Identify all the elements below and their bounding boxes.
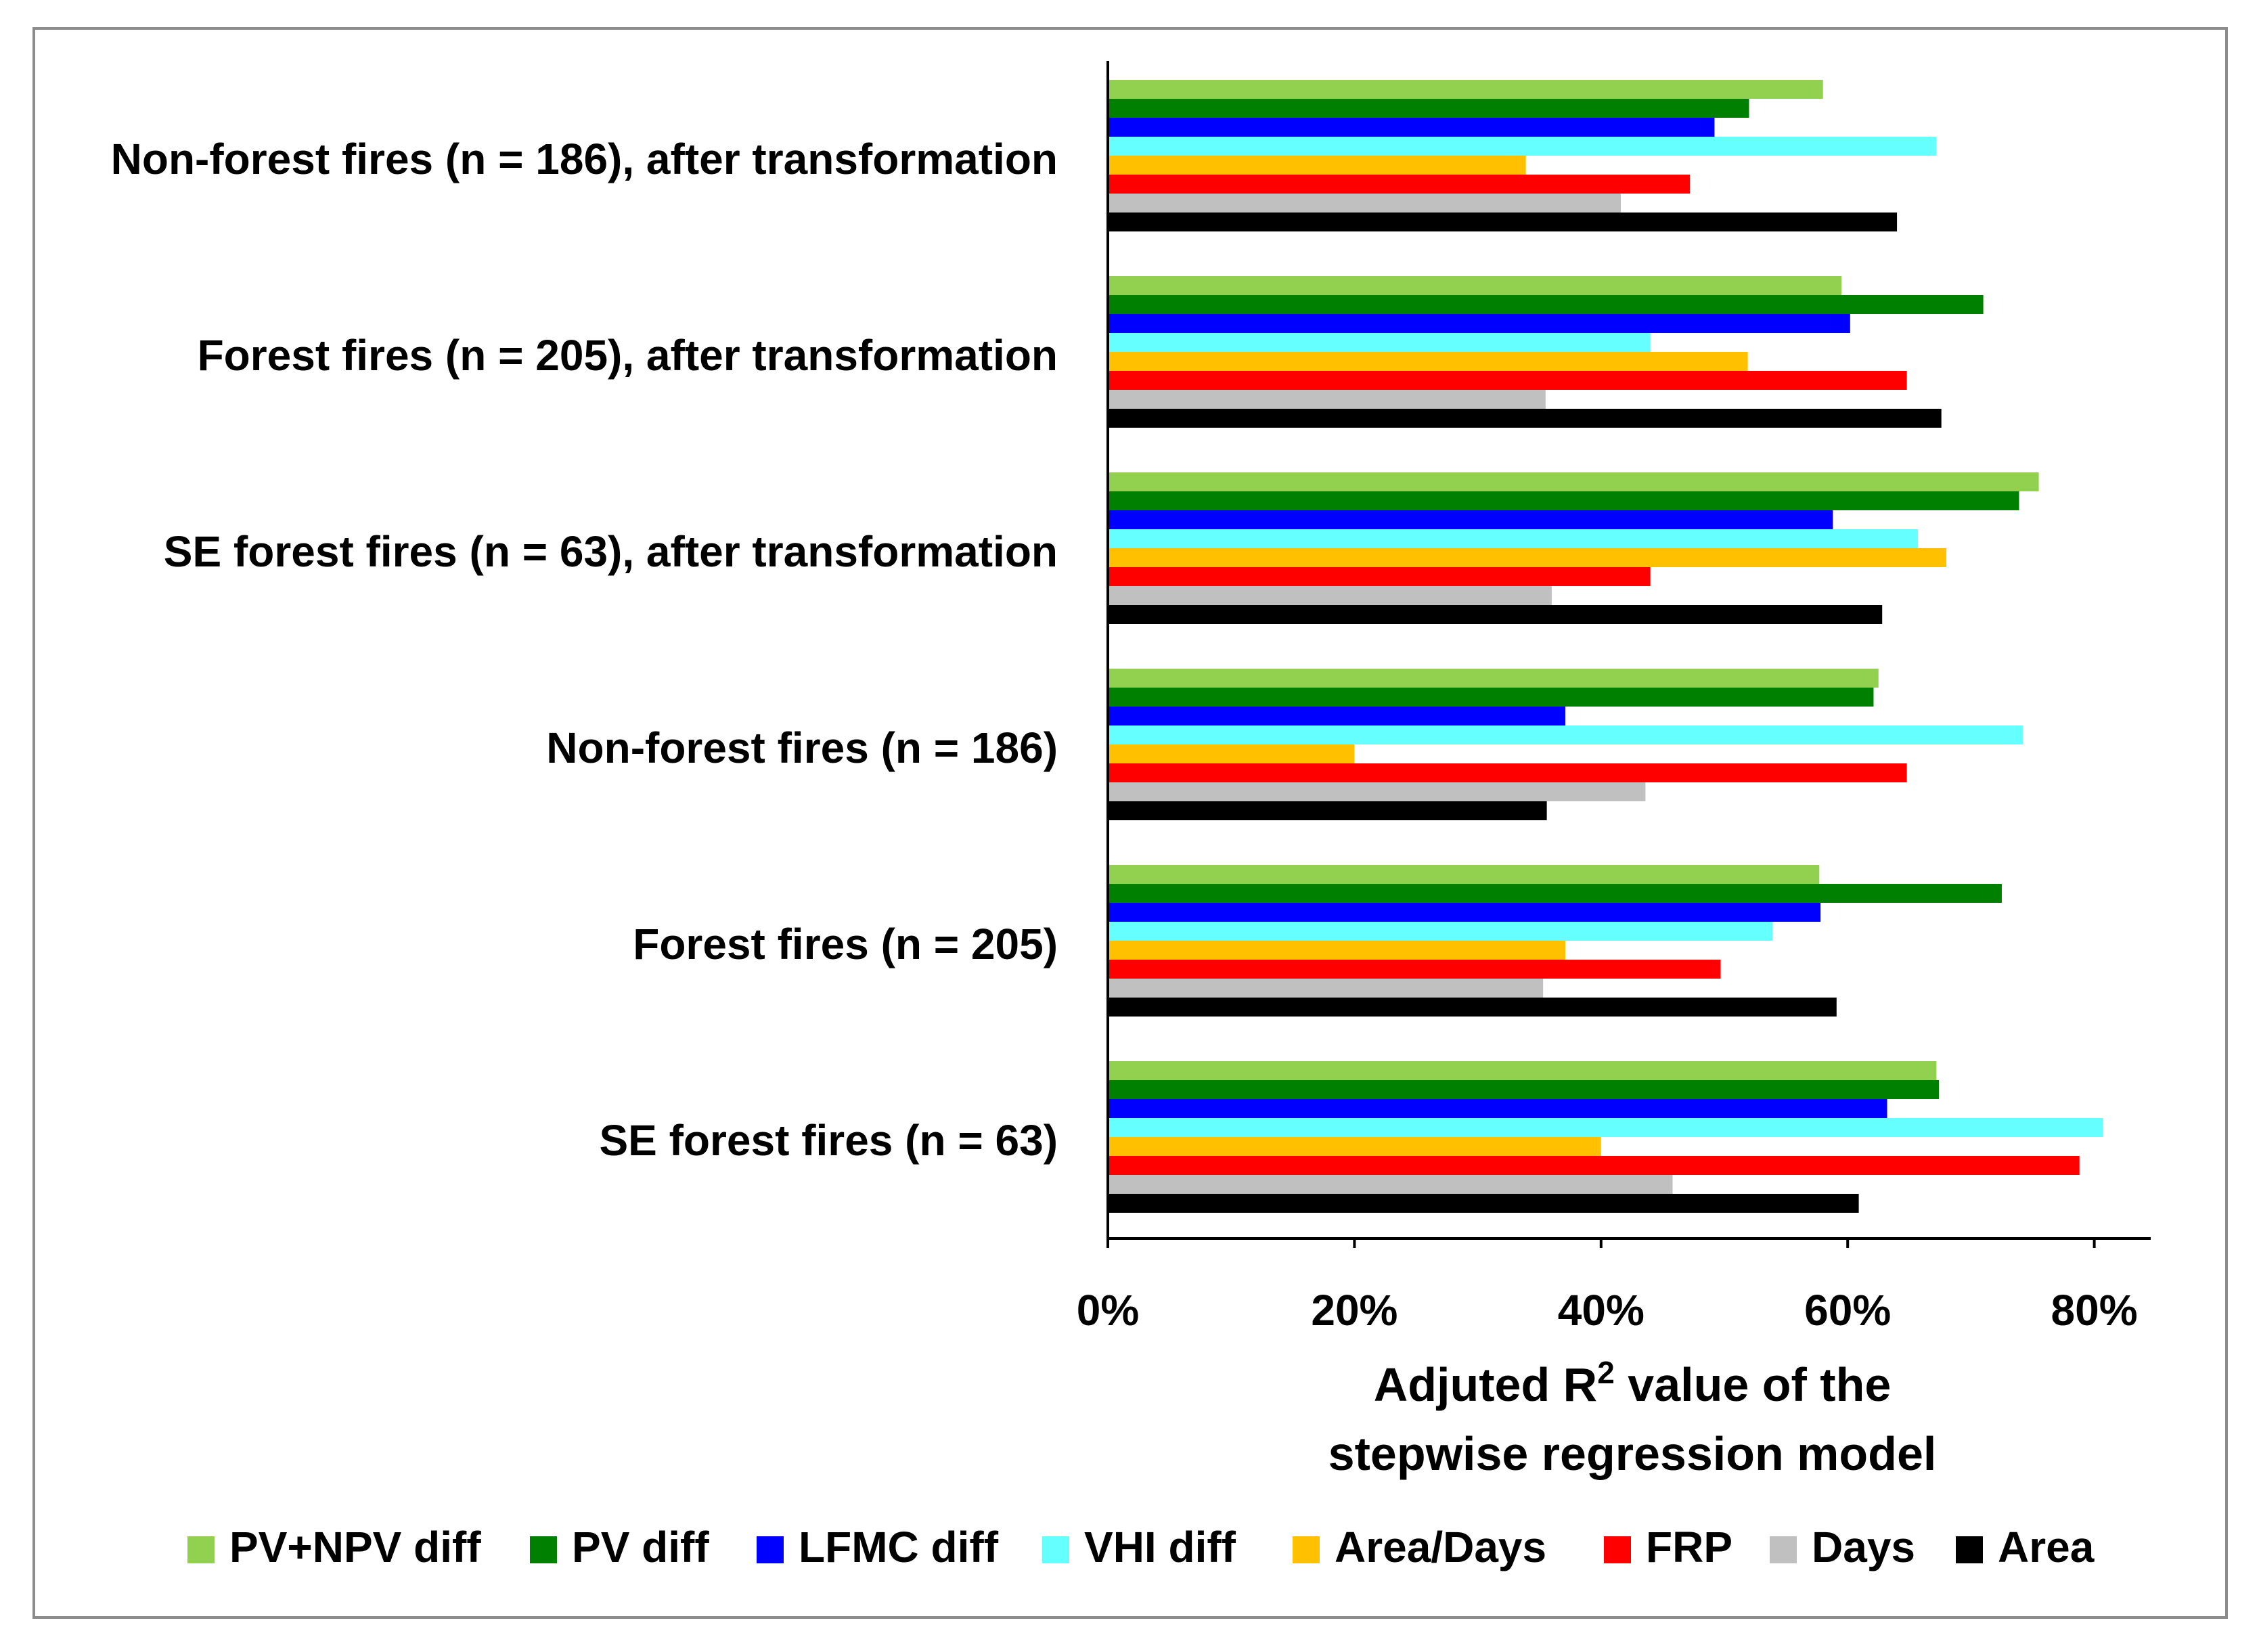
x-axis-title-line2: stepwise regression model (1328, 1427, 1937, 1480)
bar-area-days-5 (1108, 1137, 1601, 1156)
x-tick-label: 60% (1804, 1286, 1891, 1335)
bar-pv-diff-5 (1108, 1080, 1940, 1099)
category-label: Non-forest fires (n = 186), after transf… (111, 135, 1058, 183)
bar-pv-diff-2 (1108, 491, 2019, 510)
x-axis-title-line1: Adjuted R2 value of the (1374, 1355, 1892, 1411)
category-label: Forest fires (n = 205) (633, 920, 1058, 968)
legend-label: PV diff (572, 1523, 709, 1571)
bar-area-days-1 (1108, 352, 1748, 371)
category-label: Non-forest fires (n = 186) (546, 723, 1058, 772)
bar-frp-2 (1108, 567, 1651, 586)
bar-area-days-0 (1108, 156, 1526, 175)
legend-swatch-days (1770, 1536, 1797, 1563)
x-tick-label: 20% (1311, 1286, 1397, 1335)
bar-pv-npv-diff-5 (1108, 1061, 1937, 1080)
x-axis-title-superscript: 2 (1597, 1355, 1615, 1390)
bar-frp-1 (1108, 371, 1907, 390)
bar-vhi-diff-1 (1108, 333, 1651, 352)
bar-vhi-diff-5 (1108, 1118, 2103, 1137)
bar-days-0 (1108, 194, 1621, 213)
legend-swatch-pv-npv-diff (187, 1536, 215, 1563)
chart-border (32, 27, 2228, 1619)
legend-swatch-vhi-diff (1042, 1536, 1069, 1563)
bar-area-0 (1108, 213, 1898, 231)
category-label: SE forest fires (n = 63), after transfor… (164, 527, 1058, 576)
bar-vhi-diff-3 (1108, 725, 2023, 744)
bar-days-5 (1108, 1175, 1673, 1194)
bar-area-days-3 (1108, 744, 1355, 763)
bar-pv-diff-0 (1108, 99, 1749, 118)
bar-lfmc-diff-2 (1108, 510, 1833, 529)
bar-area-days-4 (1108, 941, 1565, 960)
bars-group (1108, 80, 2103, 1213)
legend-label: Area/Days (1335, 1523, 1546, 1571)
legend-swatch-pv-diff (530, 1536, 557, 1563)
bar-vhi-diff-0 (1108, 137, 1937, 156)
bar-days-2 (1108, 586, 1552, 605)
bar-area-1 (1108, 409, 1942, 428)
legend-label: Days (1812, 1523, 1915, 1571)
bar-lfmc-diff-1 (1108, 314, 1850, 333)
bar-area-days-2 (1108, 548, 1946, 567)
legend-label: Area (1998, 1523, 2095, 1571)
bar-pv-npv-diff-0 (1108, 80, 1823, 99)
legend-label: PV+NPV diff (229, 1523, 481, 1571)
bar-area-4 (1108, 998, 1837, 1017)
legend-label: FRP (1646, 1523, 1732, 1571)
category-label: SE forest fires (n = 63) (599, 1116, 1058, 1165)
category-label: Forest fires (n = 205), after transforma… (198, 331, 1058, 380)
category-labels-group: Non-forest fires (n = 186), after transf… (111, 135, 1058, 1165)
bar-pv-diff-4 (1108, 884, 2002, 903)
bar-lfmc-diff-3 (1108, 707, 1565, 725)
bar-days-1 (1108, 390, 1546, 409)
bar-pv-diff-3 (1108, 688, 1874, 707)
bar-area-3 (1108, 801, 1547, 820)
legend-swatch-frp (1604, 1536, 1631, 1563)
bar-days-3 (1108, 782, 1646, 801)
bar-pv-npv-diff-2 (1108, 472, 2039, 491)
bar-pv-diff-1 (1108, 295, 1984, 314)
bar-frp-4 (1108, 960, 1721, 979)
bar-pv-npv-diff-4 (1108, 865, 1820, 884)
legend-swatch-area (1956, 1536, 1983, 1563)
legend: PV+NPV diff PV diff LFMC diff VHI diff Area/… (187, 1523, 2095, 1571)
bar-frp-0 (1108, 175, 1690, 194)
bar-days-4 (1108, 979, 1544, 998)
x-tick-label: 80% (2051, 1286, 2138, 1335)
bar-vhi-diff-4 (1108, 922, 1773, 941)
bar-lfmc-diff-5 (1108, 1099, 1887, 1118)
bar-vhi-diff-2 (1108, 529, 1919, 548)
x-tick-label: 40% (1558, 1286, 1645, 1335)
x-ticks-group: 0% 20% 40% 60% 80% (1077, 1238, 2138, 1335)
x-tick-label: 0% (1077, 1286, 1140, 1335)
legend-label: VHI diff (1084, 1523, 1236, 1571)
bar-frp-3 (1108, 763, 1907, 782)
bar-area-2 (1108, 605, 1883, 624)
axes-group (1106, 61, 2151, 1240)
bar-area-5 (1108, 1194, 1859, 1213)
bar-lfmc-diff-0 (1108, 118, 1715, 137)
legend-label: LFMC diff (799, 1523, 999, 1571)
bar-pv-npv-diff-1 (1108, 276, 1842, 295)
bar-lfmc-diff-4 (1108, 903, 1821, 922)
legend-swatch-area-days (1293, 1536, 1320, 1563)
bar-frp-5 (1108, 1156, 2080, 1175)
bar-pv-npv-diff-3 (1108, 669, 1879, 688)
legend-swatch-lfmc-diff (757, 1536, 784, 1563)
